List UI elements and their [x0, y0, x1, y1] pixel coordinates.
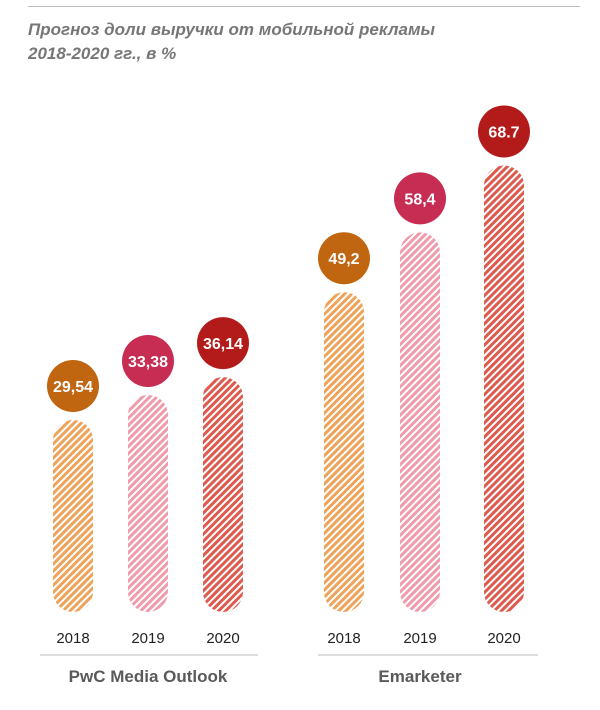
bar-0-2018	[53, 419, 93, 612]
value-label-0-2018: 29,54	[53, 379, 93, 396]
value-label-1-2018: 49,2	[328, 251, 359, 268]
chart-title-line-1: Прогноз доли выручки от мобильной реклам…	[28, 20, 436, 39]
group-label-0: PwC Media Outlook	[69, 667, 228, 686]
x-tick-label-1-2020: 2020	[487, 630, 520, 647]
value-label-1-2019: 58,4	[404, 191, 435, 208]
x-tick-label-1-2019: 2019	[403, 630, 436, 647]
bar-1-2019	[400, 232, 440, 612]
bar-0-2019	[128, 395, 168, 612]
value-label-0-2019: 33,38	[128, 354, 168, 371]
value-badge-0-2020	[197, 317, 249, 370]
x-tick-label-0-2019: 2019	[131, 630, 164, 647]
x-tick-label-0-2020: 2020	[206, 630, 239, 647]
value-label-0-2020: 36,14	[203, 336, 243, 353]
value-badge-1-2018	[318, 232, 370, 285]
value-badge-1-2020	[478, 105, 530, 158]
value-badge-0-2019	[122, 335, 174, 388]
group-label-1: Emarketer	[378, 667, 462, 686]
bar-1-2018	[324, 292, 364, 612]
value-badge-1-2019	[394, 172, 446, 225]
top-divider	[28, 6, 580, 7]
value-badge-0-2018	[47, 359, 99, 412]
bar-0-2020	[203, 377, 243, 612]
x-tick-label-0-2018: 2018	[56, 630, 89, 647]
value-label-1-2020: 68.7	[488, 124, 519, 141]
bar-1-2020	[484, 165, 524, 612]
chart-title-line-2: 2018-2020 гг., в %	[28, 44, 177, 63]
x-tick-label-1-2018: 2018	[327, 630, 360, 647]
chart-title: Прогноз доли выручки от мобильной реклам…	[28, 18, 568, 66]
